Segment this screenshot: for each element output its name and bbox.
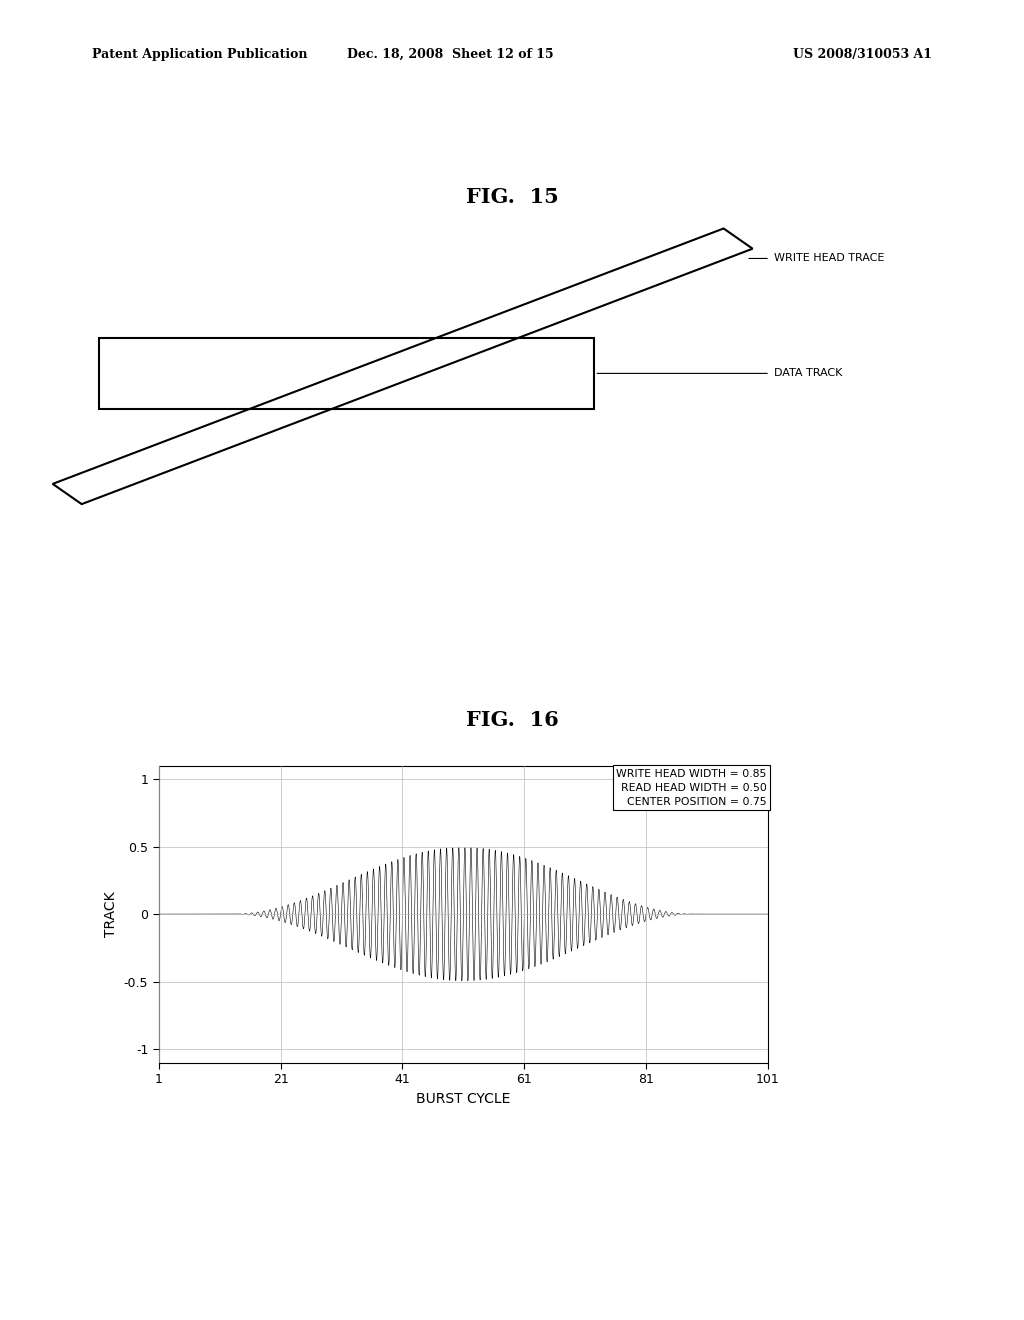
Text: DATA TRACK: DATA TRACK <box>774 368 843 379</box>
Y-axis label: TRACK: TRACK <box>104 891 118 937</box>
Text: FIG.  16: FIG. 16 <box>466 710 558 730</box>
Text: Patent Application Publication: Patent Application Publication <box>92 48 307 61</box>
Text: WRITE HEAD TRACE: WRITE HEAD TRACE <box>774 253 885 264</box>
Text: US 2008/310053 A1: US 2008/310053 A1 <box>793 48 932 61</box>
Text: Dec. 18, 2008  Sheet 12 of 15: Dec. 18, 2008 Sheet 12 of 15 <box>347 48 554 61</box>
X-axis label: BURST CYCLE: BURST CYCLE <box>416 1092 511 1106</box>
Text: WRITE HEAD WIDTH = 0.85
READ HEAD WIDTH = 0.50
CENTER POSITION = 0.75: WRITE HEAD WIDTH = 0.85 READ HEAD WIDTH … <box>616 768 767 807</box>
Text: FIG.  15: FIG. 15 <box>466 187 558 207</box>
